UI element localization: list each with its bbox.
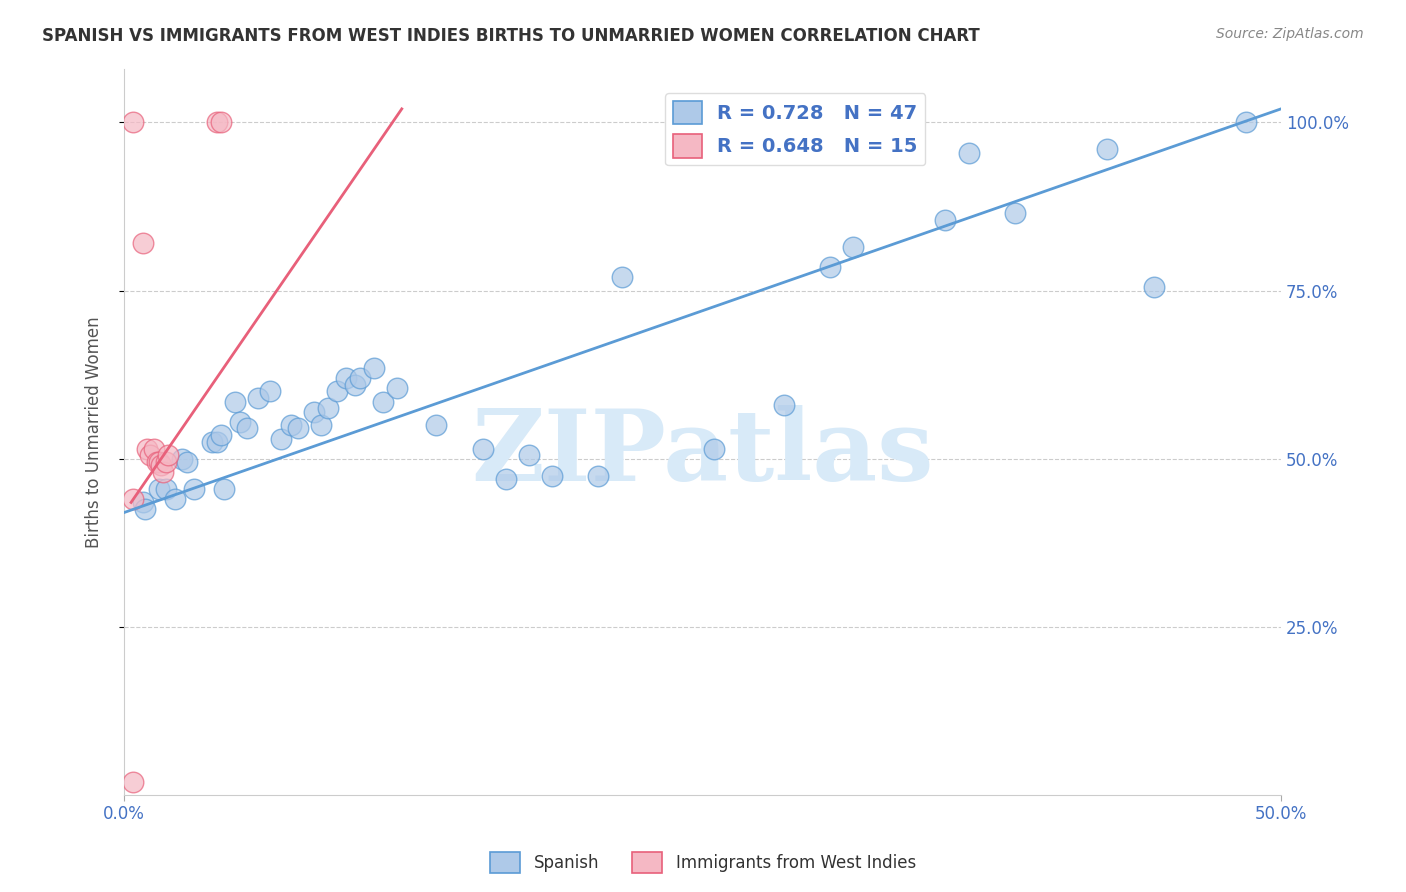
Point [270,432,292,446]
Text: Source: ZipAtlas.com: Source: ZipAtlas.com [1216,27,1364,41]
Point [1004,206,1026,220]
Point [610,270,633,285]
Point [495,472,517,486]
Legend: R = 0.728   N = 47, R = 0.648   N = 15: R = 0.728 N = 47, R = 0.648 N = 15 [665,93,925,166]
Point [842,240,865,254]
Point [335,371,357,385]
Point [1234,115,1257,129]
Point [425,418,447,433]
Point [155,455,177,469]
Point [344,377,367,392]
Point [349,371,371,385]
Point [145,455,167,469]
Point [287,421,309,435]
Point [957,145,980,160]
Point [209,115,232,129]
Point [205,115,228,129]
Text: ZIPatlas: ZIPatlas [471,405,934,502]
Point [1097,142,1119,156]
Point [229,415,252,429]
Point [183,482,205,496]
Point [205,434,228,449]
Point [373,394,395,409]
Point [201,434,224,449]
Point [176,455,198,469]
Point [309,418,332,433]
Point [155,482,177,496]
Point [703,442,725,456]
Point [471,442,494,456]
Point [209,428,232,442]
Point [236,421,259,435]
Point [131,495,153,509]
Point [302,404,325,418]
Point [316,401,339,416]
Point [136,442,159,456]
Point [326,384,349,399]
Point [152,465,174,479]
Point [818,260,841,274]
Legend: Spanish, Immigrants from West Indies: Spanish, Immigrants from West Indies [484,846,922,880]
Point [122,115,145,129]
Point [385,381,408,395]
Y-axis label: Births to Unmarried Women: Births to Unmarried Women [86,316,103,548]
Point [517,448,540,462]
Point [143,442,166,456]
Point [122,774,145,789]
Point [224,394,246,409]
Point [280,418,302,433]
Point [212,482,235,496]
Point [134,502,156,516]
Point [170,451,193,466]
Point [772,398,794,412]
Point [1143,280,1166,294]
Point [138,448,160,462]
Point [247,391,270,405]
Point [588,468,610,483]
Point [131,236,153,251]
Point [150,458,173,473]
Point [148,482,170,496]
Point [363,360,385,375]
Text: SPANISH VS IMMIGRANTS FROM WEST INDIES BIRTHS TO UNMARRIED WOMEN CORRELATION CHA: SPANISH VS IMMIGRANTS FROM WEST INDIES B… [42,27,980,45]
Point [122,491,145,506]
Point [157,448,180,462]
Point [934,213,956,227]
Point [259,384,281,399]
Point [148,455,170,469]
Point [163,491,186,506]
Point [541,468,564,483]
